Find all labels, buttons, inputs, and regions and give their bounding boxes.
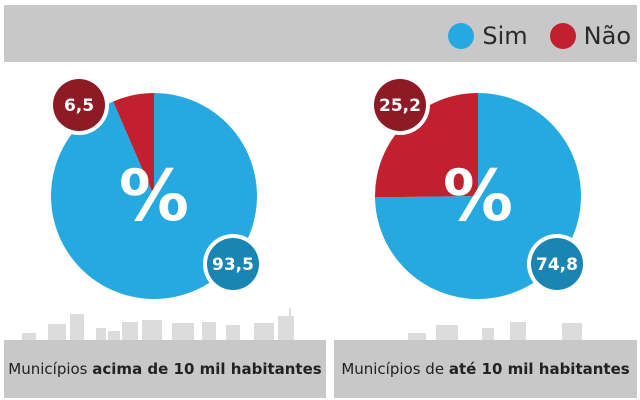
caption-normal-text: Municípios de [341, 360, 445, 378]
skyline-building [22, 333, 36, 340]
skyline-building [48, 324, 66, 340]
caption-bold-text: até 10 mil habitantes [448, 360, 630, 378]
skyline-building [70, 314, 84, 340]
caption-normal-text: Municípios [8, 360, 88, 378]
skyline-building [482, 328, 494, 340]
value-label-nao: 6,5 [64, 96, 94, 116]
legend-dot-sim [448, 23, 475, 49]
legend: Sim Não [448, 21, 631, 51]
caption-bold-text: acima de 10 mil habitantes [92, 360, 322, 378]
value-badge-sim [531, 238, 583, 290]
pie-slice-sim [375, 93, 581, 300]
skyline-building [562, 323, 582, 340]
legend-item-sim: Sim [448, 21, 528, 51]
skyline-building [202, 322, 216, 340]
skyline-building [510, 322, 526, 340]
skyline-building [278, 316, 294, 340]
legend-item-nao: Não [549, 21, 631, 51]
value-label-sim: 93,5 [212, 255, 254, 275]
caption-small-municipalities: Municípios de até 10 mil habitantes [334, 340, 637, 398]
pie-chart-small-municipalities: % 74,8 25,2 [370, 75, 587, 300]
pie-slice-nao [113, 93, 154, 196]
pie-slice-sim [51, 93, 258, 299]
value-badge-nao [374, 79, 426, 131]
skyline-building [96, 328, 106, 340]
caption-large-municipalities: Municípios acima de 10 mil habitantes [4, 340, 326, 398]
skyline-building [254, 323, 274, 340]
skyline-building [172, 323, 194, 340]
legend-bar: Sim Não [4, 5, 637, 62]
legend-label-sim: Sim [482, 22, 528, 50]
city-skyline-decoration [22, 308, 582, 340]
skyline-building [226, 325, 240, 340]
pie-slice-nao [375, 93, 478, 198]
value-badge-nao [53, 79, 105, 131]
pie-chart-large-municipalities: % 93,5 6,5 [49, 75, 263, 299]
pie-center-percent-label: % [443, 155, 513, 237]
value-badge-sim [207, 238, 259, 290]
skyline-building [108, 331, 120, 340]
pie-center-percent-label: % [119, 155, 189, 237]
skyline-building [142, 320, 162, 340]
legend-label-nao: Não [583, 22, 631, 50]
skyline-building [408, 333, 426, 340]
value-label-sim: 74,8 [536, 255, 578, 275]
skyline-building [122, 322, 138, 340]
value-label-nao: 25,2 [379, 96, 421, 116]
legend-dot-nao [549, 23, 576, 49]
skyline-building [436, 325, 458, 340]
